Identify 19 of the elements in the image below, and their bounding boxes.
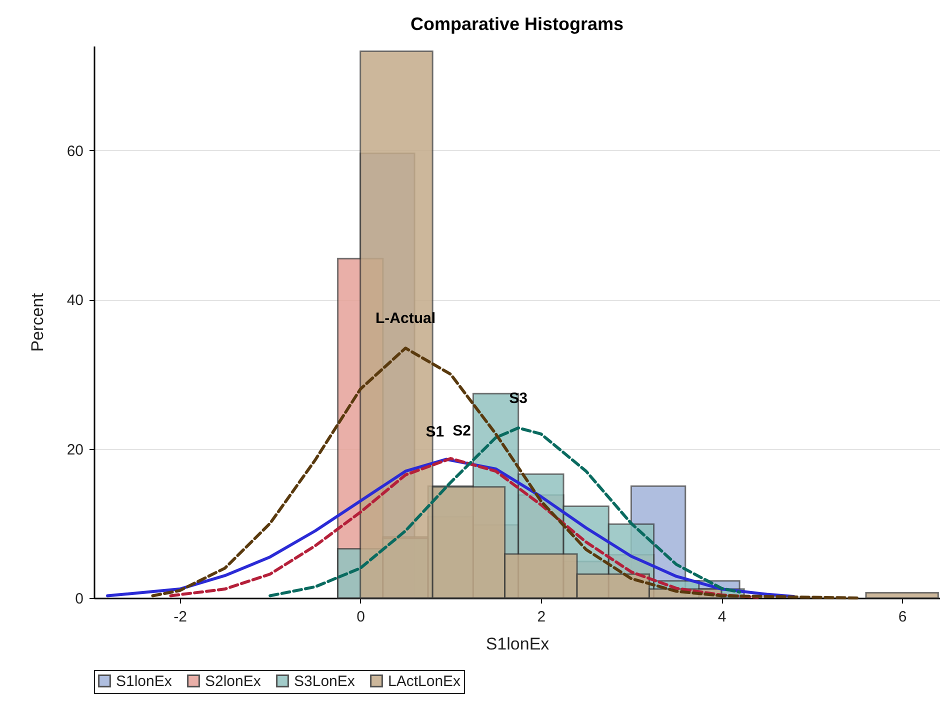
annotation: L-Actual: [375, 310, 436, 328]
x-tick-label: 6: [898, 608, 907, 626]
chart-title: Comparative Histograms: [410, 14, 624, 34]
x-tick-label: 0: [356, 608, 366, 626]
legend-label: LActLonEx: [388, 672, 462, 690]
x-axis-title: S1lonEx: [486, 634, 550, 654]
legend-label: S2lonEx: [205, 672, 262, 690]
x-tick-label: 2: [537, 608, 546, 626]
y-tick-label: 0: [75, 590, 84, 608]
y-tick-label: 20: [66, 441, 84, 458]
legend-label: S3LonEx: [294, 672, 356, 690]
x-tick-label: 4: [718, 608, 726, 626]
y-tick-label: 60: [66, 142, 84, 160]
legend-label: S1lonEx: [116, 672, 172, 690]
y-axis-title: Percent: [28, 292, 47, 352]
y-tick-label: 40: [66, 292, 84, 310]
annotation: S2: [452, 422, 471, 440]
annotation: S3: [509, 390, 528, 407]
x-tick-label: -2: [174, 608, 187, 626]
